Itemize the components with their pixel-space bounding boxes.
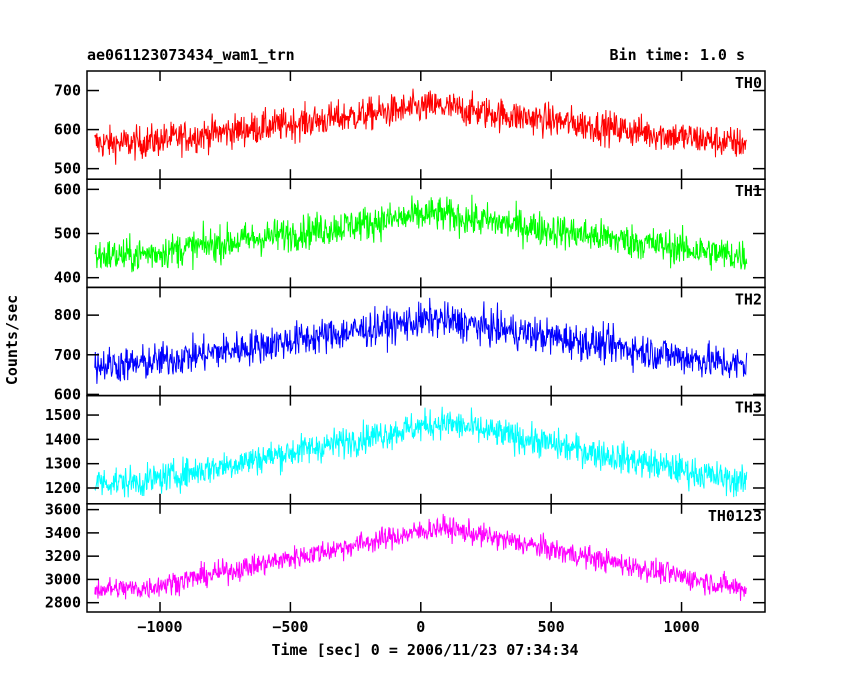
y-tick-label: 2800: [45, 594, 81, 612]
y-tick-label: 1500: [45, 406, 81, 424]
panels-group: 500 600 700 TH0 400 500 600 TH1 600 700 800 TH2 1200…: [45, 70, 766, 636]
panel-label: TH1: [735, 182, 762, 200]
series-line-th0: [94, 88, 747, 165]
y-tick-label: 600: [54, 180, 81, 198]
y-tick-label: 3000: [45, 570, 81, 588]
y-tick-label: 1200: [45, 479, 81, 497]
x-axis-label: Time [sec] 0 = 2006/11/23 07:34:34: [271, 641, 578, 659]
series-line-th1: [94, 194, 748, 273]
x-tick-label: 0: [416, 618, 425, 636]
y-axis-label: Counts/sec: [3, 295, 21, 385]
series-line-th2: [94, 297, 748, 384]
y-tick-label: 1400: [45, 430, 81, 448]
y-tick-label: 700: [54, 346, 81, 364]
panel-frame: [86, 178, 766, 289]
panel-label: TH2: [735, 290, 762, 308]
y-tick-label: 500: [54, 225, 81, 243]
y-tick-label: 1300: [45, 455, 81, 473]
panel-label: TH0: [735, 74, 762, 92]
y-tick-label: 600: [54, 385, 81, 403]
series-line-th3: [94, 406, 748, 498]
y-tick-label: 400: [54, 269, 81, 287]
panel-frame: [86, 394, 766, 505]
panel-label: TH0123: [708, 507, 762, 525]
x-tick-label: −1000: [137, 618, 182, 636]
panel-frame: [86, 70, 766, 180]
bin-time-label: Bin time: 1.0 s: [610, 46, 745, 64]
series-line-th0123: [94, 513, 748, 601]
y-tick-label: 3400: [45, 524, 81, 542]
x-tick-label: 500: [538, 618, 565, 636]
y-tick-label: 500: [54, 160, 81, 178]
y-tick-label: 700: [54, 82, 81, 100]
panel-label: TH3: [735, 399, 762, 417]
chart-title: ae061123073434_wam1_trn: [87, 46, 295, 64]
x-tick-label: −500: [272, 618, 308, 636]
y-tick-label: 600: [54, 121, 81, 139]
y-tick-label: 3600: [45, 501, 81, 519]
y-tick-label: 3200: [45, 547, 81, 565]
y-tick-label: 800: [54, 306, 81, 324]
panel-frame: [86, 503, 766, 613]
x-tick-label: 1000: [663, 618, 699, 636]
